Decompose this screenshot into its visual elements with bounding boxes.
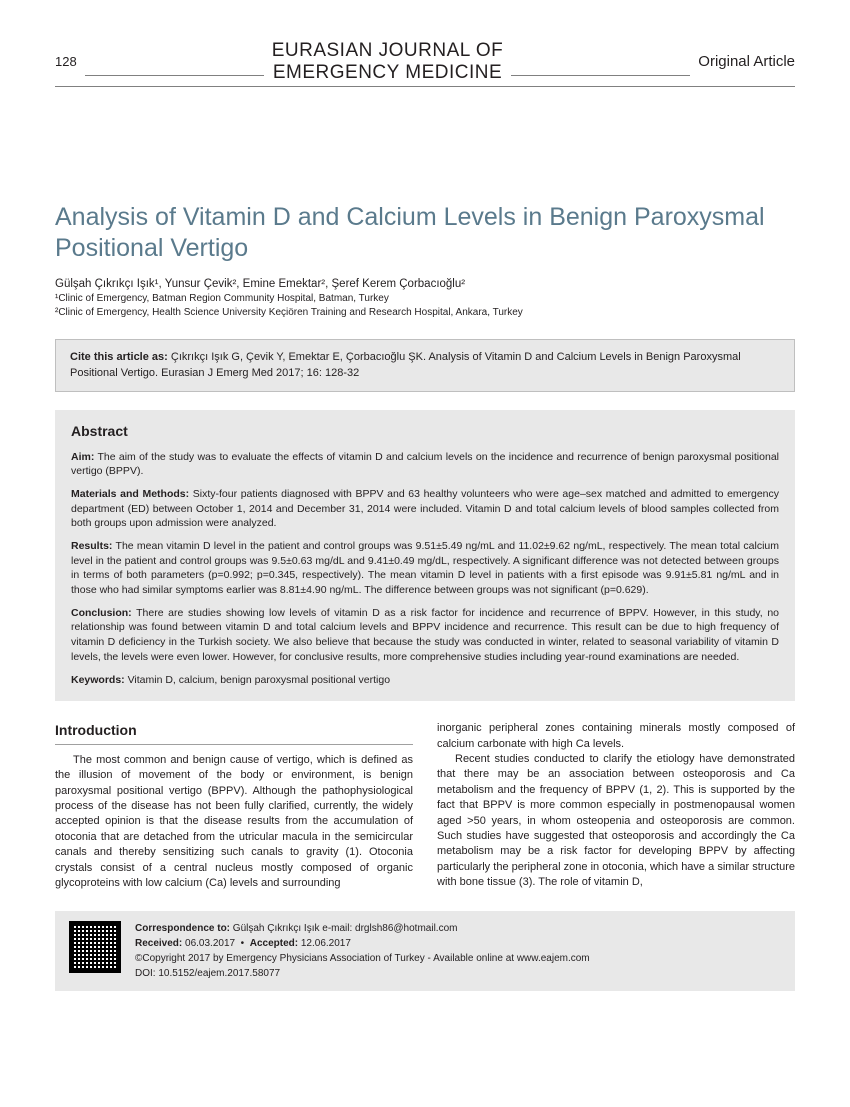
author-list: Gülşah Çıkrıkçı Işık¹, Yunsur Çevik², Em…: [55, 278, 795, 290]
body-text: Introduction The most common and benign …: [55, 721, 795, 891]
abstract-keywords-label: Keywords:: [71, 674, 125, 686]
article-title: Analysis of Vitamin D and Calcium Levels…: [55, 202, 795, 265]
abstract-conclusion-label: Conclusion:: [71, 607, 132, 619]
affiliation-1: ¹Clinic of Emergency, Batman Region Comm…: [55, 292, 795, 306]
intro-paragraph-3: Recent studies conducted to clarify the …: [437, 752, 795, 891]
footer-box: Correspondence to: Gülşah Çıkrıkçı Işık …: [55, 911, 795, 991]
cite-label: Cite this article as:: [70, 351, 168, 363]
abstract-methods-label: Materials and Methods:: [71, 488, 189, 500]
accepted-date: 12.06.2017: [301, 938, 351, 949]
abstract-results-label: Results:: [71, 540, 112, 552]
abstract-results: The mean vitamin D level in the patient …: [71, 540, 779, 596]
footer-text: Correspondence to: Gülşah Çıkrıkçı Işık …: [135, 921, 590, 981]
cite-text: Çıkrıkçı Işık G, Çevik Y, Emektar E, Çor…: [70, 351, 741, 378]
body-column-left: Introduction The most common and benign …: [55, 721, 413, 891]
page-header: 128 EURASIAN JOURNAL OF EMERGENCY MEDICI…: [55, 40, 795, 87]
abstract-aim-label: Aim:: [71, 451, 94, 463]
intro-paragraph-2: inorganic peripheral zones containing mi…: [437, 721, 795, 752]
received-label: Received:: [135, 938, 182, 949]
intro-paragraph-1: The most common and benign cause of vert…: [55, 753, 413, 892]
cite-box: Cite this article as: Çıkrıkçı Işık G, Ç…: [55, 339, 795, 392]
affiliation-2: ²Clinic of Emergency, Health Science Uni…: [55, 306, 795, 320]
article-type: Original Article: [698, 53, 795, 70]
correspondence-label: Correspondence to:: [135, 923, 230, 934]
doi-line: DOI: 10.5152/eajem.2017.58077: [135, 966, 590, 981]
journal-title: EURASIAN JOURNAL OF EMERGENCY MEDICINE: [272, 40, 504, 84]
qr-code-icon: [69, 921, 121, 973]
received-date: 06.03.2017: [185, 938, 235, 949]
body-column-right: inorganic peripheral zones containing mi…: [437, 721, 795, 891]
accepted-label: Accepted:: [250, 938, 298, 949]
abstract-conclusion: There are studies showing low levels of …: [71, 607, 779, 663]
abstract-keywords: Vitamin D, calcium, benign paroxysmal po…: [128, 674, 390, 686]
abstract-heading: Abstract: [71, 422, 779, 442]
abstract-aim: The aim of the study was to evaluate the…: [71, 451, 779, 478]
journal-line2: EMERGENCY MEDICINE: [272, 62, 504, 84]
correspondence-name: Gülşah Çıkrıkçı Işık e-mail: drglsh86@ho…: [233, 923, 458, 934]
page-number: 128: [55, 54, 77, 69]
introduction-heading: Introduction: [55, 721, 413, 745]
journal-line1: EURASIAN JOURNAL OF: [272, 40, 504, 62]
copyright-line: ©Copyright 2017 by Emergency Physicians …: [135, 951, 590, 966]
abstract-box: Abstract Aim: The aim of the study was t…: [55, 410, 795, 701]
